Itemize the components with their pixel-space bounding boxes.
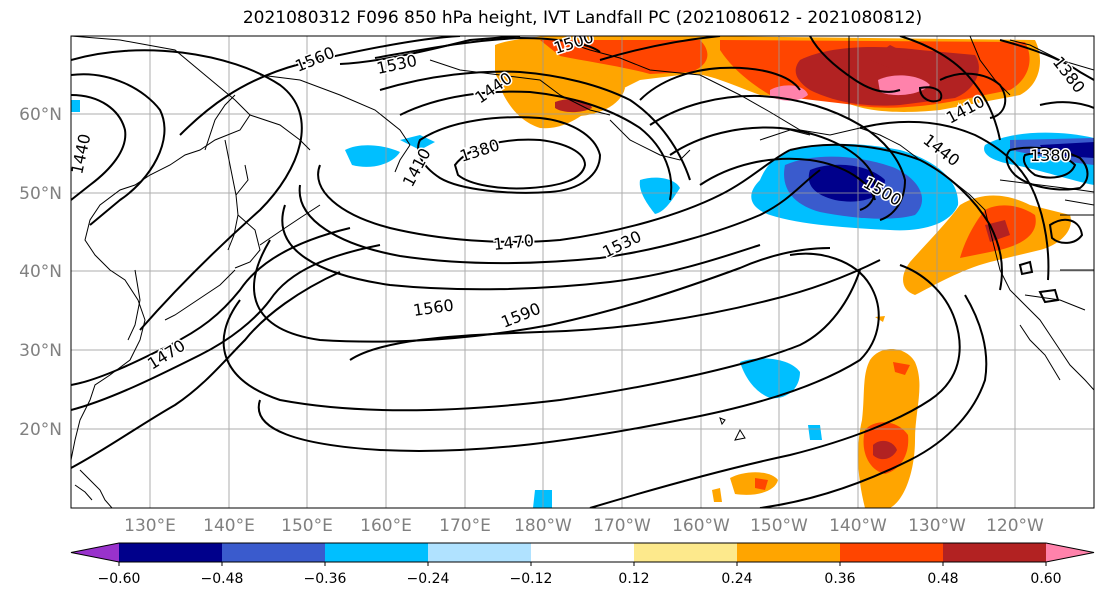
colorbar-box	[634, 543, 738, 562]
contour-label: 1380	[1030, 146, 1071, 165]
map-frame	[70, 35, 1095, 509]
colorbar-box	[222, 543, 326, 562]
height-contours	[71, 36, 1094, 508]
map-title: 2021080312 F096 850 hPa height, IVT Land…	[242, 8, 923, 28]
colorbar-tick-label: 0.12	[618, 571, 649, 587]
lon-label: 140°W	[829, 516, 887, 536]
colorbar-tick-labels: −0.60 −0.48 −0.36 −0.24 −0.12 0.12 0.24 0.36 0.4…	[98, 562, 1062, 587]
map-panel: 1560 1530 1500 1440 1410 1380 1470 1530 …	[71, 36, 1094, 508]
colorbar-box	[119, 543, 223, 562]
colorbar-tick-label: −0.48	[201, 571, 244, 587]
latitude-labels: 60°N 50°N 40°N 30°N 20°N	[19, 105, 62, 440]
lon-label: 180°W	[514, 516, 572, 536]
lon-label: 170°W	[593, 516, 651, 536]
colorbar-box	[325, 543, 429, 562]
colorbar	[70, 542, 1095, 563]
ivt-positive-anomalies	[495, 36, 1071, 508]
coastlines	[71, 36, 1094, 508]
lat-label: 60°N	[19, 105, 62, 125]
colorbar-tick-label: −0.36	[304, 571, 347, 587]
colorbar-box	[428, 543, 532, 562]
colorbar-tick-label: −0.24	[407, 571, 450, 587]
map-gridlines	[71, 36, 1094, 508]
lon-label: 130°E	[124, 516, 176, 536]
lon-label: 150°W	[750, 516, 808, 536]
colorbar-tick-label: 0.48	[927, 571, 958, 587]
lon-label: 140°E	[203, 516, 255, 536]
colorbar-box	[840, 543, 944, 562]
colorbar-extend-low	[71, 543, 119, 562]
colorbar-box	[943, 543, 1047, 562]
colorbar-tick-label: −0.12	[510, 571, 553, 587]
colorbar-extend-high	[1046, 543, 1094, 562]
colorbar-tick-label: 0.60	[1030, 571, 1061, 587]
colorbar-tick-label: 0.24	[721, 571, 752, 587]
lon-label: 170°E	[439, 516, 491, 536]
lat-label: 50°N	[19, 184, 62, 204]
colorbar-tick-label: −0.60	[98, 571, 141, 587]
colorbar-tick-label: 0.36	[824, 571, 855, 587]
lon-label: 130°W	[908, 516, 966, 536]
longitude-labels: 130°E 140°E 150°E 160°E 170°E 180°W 170°…	[124, 516, 1044, 536]
lon-label: 120°W	[986, 516, 1044, 536]
lat-label: 20°N	[19, 420, 62, 440]
contour-label: 1560	[412, 295, 455, 319]
colorbar-box	[531, 543, 635, 562]
contour-label: 1470	[492, 231, 534, 254]
lon-label: 160°W	[672, 516, 730, 536]
lon-label: 150°E	[281, 516, 333, 536]
lat-label: 40°N	[19, 262, 62, 282]
colorbar-box	[737, 543, 841, 562]
lon-label: 160°E	[360, 516, 412, 536]
lat-label: 30°N	[19, 341, 62, 361]
